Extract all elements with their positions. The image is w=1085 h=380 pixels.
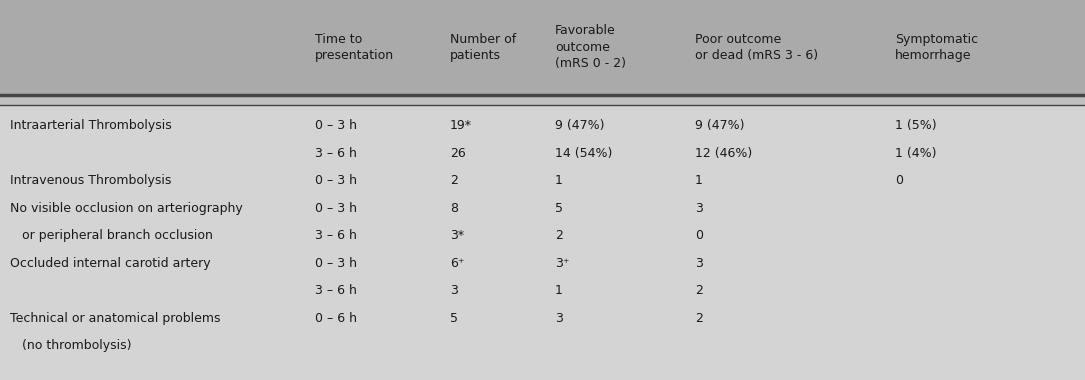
Text: (no thrombolysis): (no thrombolysis)	[10, 339, 131, 352]
Text: Intravenous Thrombolysis: Intravenous Thrombolysis	[10, 174, 171, 187]
Bar	[0, 95, 1085, 105]
Text: 0 – 3 h: 0 – 3 h	[315, 202, 357, 215]
Text: 9 (47%): 9 (47%)	[695, 119, 744, 132]
Text: 26: 26	[450, 147, 465, 160]
Text: or peripheral branch occlusion: or peripheral branch occlusion	[10, 229, 213, 242]
Text: 1 (4%): 1 (4%)	[895, 147, 936, 160]
Text: 0 – 3 h: 0 – 3 h	[315, 119, 357, 132]
Text: 3: 3	[450, 284, 458, 297]
Text: 19*: 19*	[450, 119, 472, 132]
Text: Favorable
outcome
(mRS 0 - 2): Favorable outcome (mRS 0 - 2)	[556, 24, 626, 71]
Text: 6⁺: 6⁺	[450, 256, 464, 270]
Text: 2: 2	[695, 284, 703, 297]
Text: Number of
patients: Number of patients	[450, 33, 516, 62]
Text: Poor outcome
or dead (mRS 3 - 6): Poor outcome or dead (mRS 3 - 6)	[695, 33, 818, 62]
Text: 5: 5	[556, 202, 563, 215]
Text: 1 (5%): 1 (5%)	[895, 119, 936, 132]
Text: 3: 3	[556, 312, 563, 325]
Text: No visible occlusion on arteriography: No visible occlusion on arteriography	[10, 202, 243, 215]
Text: 8: 8	[450, 202, 458, 215]
Text: 2: 2	[450, 174, 458, 187]
Text: 0 – 3 h: 0 – 3 h	[315, 256, 357, 270]
Text: 3: 3	[695, 202, 703, 215]
Bar	[0, 105, 1085, 380]
Text: 3 – 6 h: 3 – 6 h	[315, 147, 357, 160]
Text: 1: 1	[556, 174, 563, 187]
Text: 0: 0	[695, 229, 703, 242]
Text: 3⁺: 3⁺	[556, 256, 570, 270]
Text: 5: 5	[450, 312, 458, 325]
Text: 3 – 6 h: 3 – 6 h	[315, 229, 357, 242]
Text: Time to
presentation: Time to presentation	[315, 33, 394, 62]
Text: 2: 2	[556, 229, 563, 242]
Text: 14 (54%): 14 (54%)	[556, 147, 612, 160]
Text: Intraarterial Thrombolysis: Intraarterial Thrombolysis	[10, 119, 171, 132]
Text: 12 (46%): 12 (46%)	[695, 147, 752, 160]
Text: 2: 2	[695, 312, 703, 325]
Text: Occluded internal carotid artery: Occluded internal carotid artery	[10, 256, 210, 270]
Text: Symptomatic
hemorrhage: Symptomatic hemorrhage	[895, 33, 978, 62]
Text: 0: 0	[895, 174, 903, 187]
Text: 3: 3	[695, 256, 703, 270]
Text: 1: 1	[556, 284, 563, 297]
Text: 3 – 6 h: 3 – 6 h	[315, 284, 357, 297]
Text: 1: 1	[695, 174, 703, 187]
Text: 0 – 3 h: 0 – 3 h	[315, 174, 357, 187]
Text: 0 – 6 h: 0 – 6 h	[315, 312, 357, 325]
Text: 3*: 3*	[450, 229, 464, 242]
Text: Technical or anatomical problems: Technical or anatomical problems	[10, 312, 220, 325]
Text: 9 (47%): 9 (47%)	[556, 119, 604, 132]
Bar	[0, 0, 1085, 95]
